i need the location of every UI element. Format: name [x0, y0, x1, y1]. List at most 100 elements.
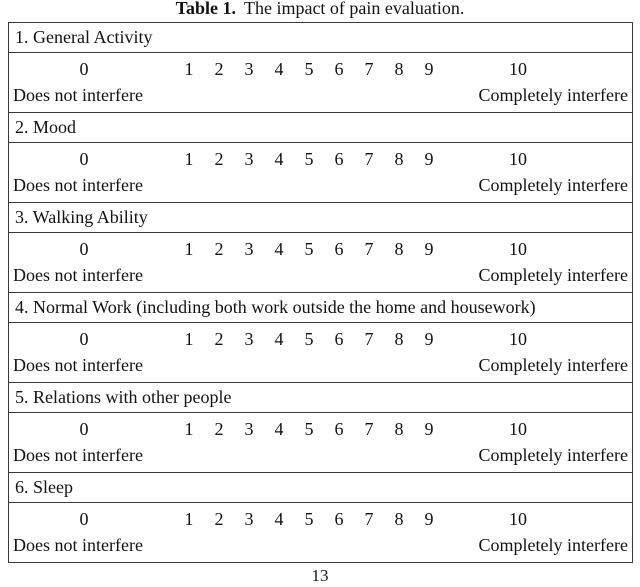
table-section: 6. Sleep 0 1 2 3 4 5 6 7 8 9 10 Does not… [9, 472, 632, 562]
scale-number: 8 [394, 508, 404, 529]
scale-number: 9 [424, 328, 434, 349]
scale-numbers-row: 0 1 2 3 4 5 6 7 8 9 10 [9, 235, 632, 263]
scale-number-min: 0 [79, 328, 89, 349]
scale-numbers-mid: 1 2 3 4 5 6 7 8 9 [174, 329, 444, 350]
scale-number: 8 [394, 238, 404, 259]
scale-anchors-row: Does not interfere Completely interfere [9, 263, 632, 290]
scale-number: 6 [334, 148, 344, 169]
item-label: 6. Sleep [9, 472, 632, 503]
scale-number: 7 [364, 148, 374, 169]
scale-number: 8 [394, 418, 404, 439]
scale-number: 3 [244, 58, 254, 79]
item-label: 4. Normal Work (including both work outs… [9, 292, 632, 323]
scale-number-min: 0 [79, 418, 89, 439]
scale-number: 6 [334, 238, 344, 259]
anchor-max-label: Completely interfere [478, 175, 628, 195]
scale-number-min: 0 [79, 148, 89, 169]
scale-number: 9 [424, 418, 434, 439]
scale-number: 4 [274, 418, 284, 439]
scale-number: 6 [334, 58, 344, 79]
scale-number-max: 10 [509, 418, 527, 439]
scale-number: 7 [364, 238, 374, 259]
scale-number-min: 0 [79, 238, 89, 259]
scale-cell: 0 1 2 3 4 5 6 7 8 9 10 Does not interfer… [9, 323, 632, 382]
scale-anchors-row: Does not interfere Completely interfere [9, 353, 632, 380]
scale-numbers-row: 0 1 2 3 4 5 6 7 8 9 10 [9, 145, 632, 173]
scale-number: 2 [214, 418, 224, 439]
item-label: 3. Walking Ability [9, 202, 632, 233]
scale-numbers-mid: 1 2 3 4 5 6 7 8 9 [174, 419, 444, 440]
scale-number: 3 [244, 508, 254, 529]
anchor-max-label: Completely interfere [478, 265, 628, 285]
scale-number: 3 [244, 328, 254, 349]
scale-anchors-row: Does not interfere Completely interfere [9, 533, 632, 560]
scale-number: 3 [244, 238, 254, 259]
item-label: 2. Mood [9, 112, 632, 143]
scale-numbers-mid: 1 2 3 4 5 6 7 8 9 [174, 239, 444, 260]
scale-anchors-row: Does not interfere Completely interfere [9, 83, 632, 110]
scale-number: 5 [304, 58, 314, 79]
anchor-max-label: Completely interfere [478, 445, 628, 465]
scale-number-max: 10 [509, 328, 527, 349]
pain-evaluation-table: 1. General Activity 0 1 2 3 4 5 6 7 8 9 … [8, 22, 633, 563]
scale-number: 3 [244, 418, 254, 439]
scale-number: 6 [334, 328, 344, 349]
scale-numbers-mid: 1 2 3 4 5 6 7 8 9 [174, 509, 444, 530]
scale-numbers-row: 0 1 2 3 4 5 6 7 8 9 10 [9, 325, 632, 353]
scale-number: 9 [424, 58, 434, 79]
scale-number: 1 [184, 328, 194, 349]
scale-number: 2 [214, 148, 224, 169]
scale-cell: 0 1 2 3 4 5 6 7 8 9 10 Does not interfer… [9, 233, 632, 292]
scale-number: 5 [304, 148, 314, 169]
item-label: 5. Relations with other people [9, 382, 632, 413]
scale-number: 8 [394, 58, 404, 79]
table-section: 2. Mood 0 1 2 3 4 5 6 7 8 9 10 Does not … [9, 112, 632, 202]
scale-number: 9 [424, 148, 434, 169]
scale-number: 1 [184, 148, 194, 169]
table-section: 4. Normal Work (including both work outs… [9, 292, 632, 382]
scale-number: 5 [304, 418, 314, 439]
scale-number: 1 [184, 58, 194, 79]
table-caption: Table 1. The impact of pain evaluation. [0, 0, 640, 20]
scale-cell: 0 1 2 3 4 5 6 7 8 9 10 Does not interfer… [9, 53, 632, 112]
scale-number: 1 [184, 508, 194, 529]
table-caption-label: Table 1. [175, 0, 236, 18]
scale-number-max: 10 [509, 238, 527, 259]
scale-anchors-row: Does not interfere Completely interfere [9, 173, 632, 200]
anchor-min-label: Does not interfere [13, 265, 143, 285]
item-label: 1. General Activity [9, 23, 632, 53]
table-section: 1. General Activity 0 1 2 3 4 5 6 7 8 9 … [9, 23, 632, 112]
scale-number: 4 [274, 328, 284, 349]
table-section: 5. Relations with other people 0 1 2 3 4… [9, 382, 632, 472]
page-number: 13 [311, 566, 329, 585]
scale-number: 5 [304, 508, 314, 529]
scale-number: 2 [214, 328, 224, 349]
scale-numbers-row: 0 1 2 3 4 5 6 7 8 9 10 [9, 55, 632, 83]
scale-number: 1 [184, 418, 194, 439]
scale-number-max: 10 [509, 58, 527, 79]
scale-number-max: 10 [509, 148, 527, 169]
scale-cell: 0 1 2 3 4 5 6 7 8 9 10 Does not interfer… [9, 143, 632, 202]
scale-number: 4 [274, 58, 284, 79]
scale-numbers-mid: 1 2 3 4 5 6 7 8 9 [174, 59, 444, 80]
anchor-min-label: Does not interfere [13, 535, 143, 555]
anchor-max-label: Completely interfere [478, 355, 628, 375]
scale-number: 7 [364, 508, 374, 529]
anchor-min-label: Does not interfere [13, 355, 143, 375]
scale-number-min: 0 [79, 508, 89, 529]
scale-number: 4 [274, 148, 284, 169]
anchor-min-label: Does not interfere [13, 175, 143, 195]
anchor-max-label: Completely interfere [478, 535, 628, 555]
scale-number: 6 [334, 508, 344, 529]
scale-numbers-row: 0 1 2 3 4 5 6 7 8 9 10 [9, 415, 632, 443]
scale-number: 5 [304, 238, 314, 259]
scale-number: 2 [214, 508, 224, 529]
table-caption-text: The impact of pain evaluation. [243, 0, 465, 18]
scale-number-max: 10 [509, 508, 527, 529]
scale-anchors-row: Does not interfere Completely interfere [9, 443, 632, 470]
scale-number: 9 [424, 508, 434, 529]
scale-number: 2 [214, 238, 224, 259]
scale-number: 4 [274, 238, 284, 259]
scale-number-min: 0 [79, 58, 89, 79]
